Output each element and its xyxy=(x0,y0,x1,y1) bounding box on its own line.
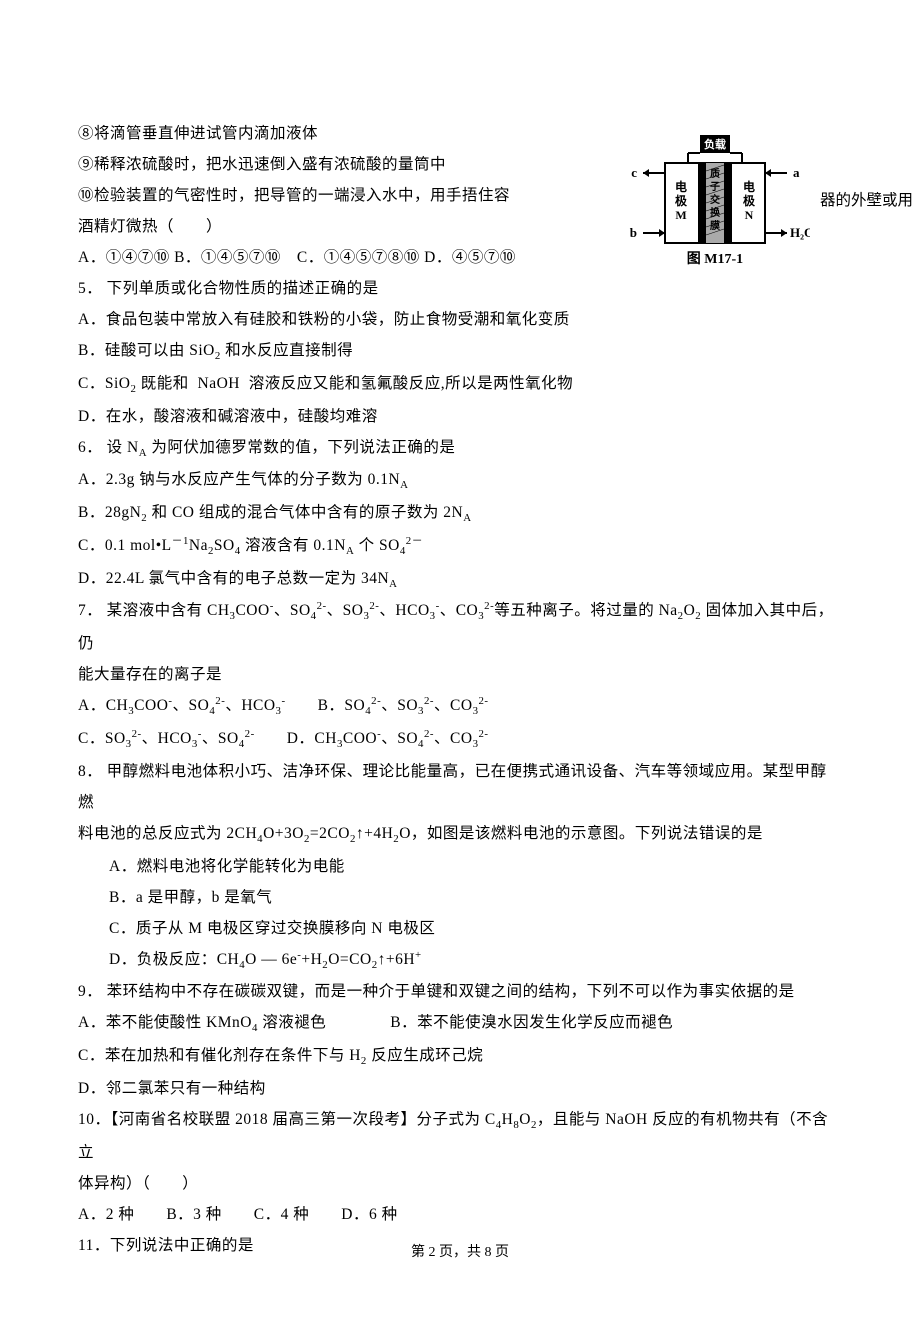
port-a: a xyxy=(793,165,800,180)
electrode-m-l3: M xyxy=(675,208,686,222)
exam-page: 负载 质 子 交 换 膜 xyxy=(0,0,920,1321)
electrode-n-l3: N xyxy=(745,208,754,222)
q5-b: B．硅酸可以由 SiO2 和水反应直接制得 xyxy=(78,335,842,368)
q9-c: C．苯在加热和有催化剂存在条件下与 H2 反应生成环己烷 xyxy=(78,1040,842,1073)
electrode-n-l1: 电 xyxy=(743,179,755,194)
q8-b: B．a 是甲醇，b 是氧气 xyxy=(78,882,842,913)
membrane-label-5: 膜 xyxy=(710,219,720,232)
q8-d: D．负极反应：CH4O — 6e-+H2O=CO2↑+6H+ xyxy=(78,944,842,977)
q7-cd: C．SO32-、HCO3-、SO42- D．CH3COO-、SO42-、CO32… xyxy=(78,723,842,756)
q6-stem: 6． 设 NA 为阿伏加德罗常数的值，下列说法正确的是 xyxy=(78,432,842,465)
figure-caption: 图 M17-1 xyxy=(687,251,743,267)
q6-c: C．0.1 mol•L－1Na2SO4 溶液含有 0.1NA 个 SO42－ xyxy=(78,530,842,563)
q5-d: D．在水，酸溶液和碱溶液中，硅酸均难溶 xyxy=(78,401,842,432)
membrane-label-1: 质 xyxy=(710,167,720,180)
load-label: 负载 xyxy=(704,137,726,151)
q9-stem: 9． 苯环结构中不存在碳碳双键，而是一种介于单键和双键之间的结构，下列不可以作为… xyxy=(78,976,842,1007)
q6-a: A．2.3g 钠与水反应产生气体的分子数为 0.1NA xyxy=(78,464,842,497)
page-footer: 第 2 页，共 8 页 xyxy=(0,1241,920,1261)
q7-stem-1: 7． 某溶液中含有 CH3COO-、SO42-、SO32-、HCO3-、CO32… xyxy=(78,595,842,659)
q8-stem-1: 8． 甲醇燃料电池体积小巧、洁净环保、理论比能量高，已在便携式通讯设备、汽车等领… xyxy=(78,756,842,818)
electrode-m-l2: 极 xyxy=(675,193,688,208)
q10-stem-1: 10．【河南省名校联盟 2018 届高三第一次段考】分子式为 C4H8O2，且能… xyxy=(78,1104,842,1168)
q8-stem-2: 料电池的总反应式为 2CH4O+3O2=2CO2↑+4H2O，如图是该燃料电池的… xyxy=(78,818,842,851)
q7-ab: A．CH3COO-、SO42-、HCO3- B．SO42-、SO32-、CO32… xyxy=(78,690,842,723)
membrane-label-4: 换 xyxy=(710,206,721,219)
q6-d: D．22.4L 氯气中含有的电子总数一定为 34NA xyxy=(78,563,842,596)
port-h2o: H₂O xyxy=(790,225,810,240)
wrap-continuation: 器的外壁或用 xyxy=(820,188,913,210)
port-b: b xyxy=(630,225,637,240)
fuel-cell-diagram: 负载 质 子 交 换 膜 xyxy=(615,133,810,268)
q7-stem-2: 能大量存在的离子是 xyxy=(78,659,842,690)
q8-a: A．燃料电池将化学能转化为电能 xyxy=(78,851,842,882)
q5-c: C．SiO2 既能和 NaOH 溶液反应又能和氢氟酸反应,所以是两性氧化物 xyxy=(78,368,842,401)
q10-options: A．2 种 B．3 种 C．4 种 D．6 种 xyxy=(78,1199,842,1230)
q6-b: B．28gN2 和 CO 组成的混合气体中含有的原子数为 2NA xyxy=(78,497,842,530)
membrane-label-2: 子 xyxy=(710,181,720,193)
q9-ab: A．苯不能使酸性 KMnO4 溶液褪色 B．苯不能使溴水因发生化学反应而褪色 xyxy=(78,1007,842,1040)
q8-c: C．质子从 M 电极区穿过交换膜移向 N 电极区 xyxy=(78,913,842,944)
port-c: c xyxy=(631,165,637,180)
membrane-label-3: 交 xyxy=(710,193,720,206)
electrode-m-l1: 电 xyxy=(675,179,687,194)
q5-stem: 5． 下列单质或化合物性质的描述正确的是 xyxy=(78,273,842,304)
q10-stem-2: 体异构）（ ） xyxy=(78,1168,842,1199)
q9-d: D．邻二氯苯只有一种结构 xyxy=(78,1073,842,1104)
q5-a: A．食品包装中常放入有硅胶和铁粉的小袋，防止食物受潮和氧化变质 xyxy=(78,304,842,335)
electrode-n-l2: 极 xyxy=(743,193,756,208)
